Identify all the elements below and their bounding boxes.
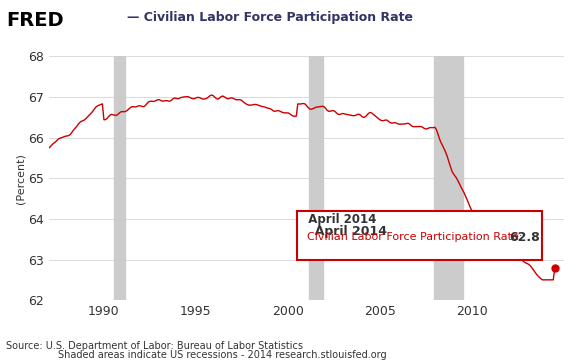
Text: Shaded areas indicate US recessions - 2014 research.stlouisfed.org: Shaded areas indicate US recessions - 20…	[58, 350, 387, 360]
Text: April 2014: April 2014	[306, 225, 396, 238]
Text: FRED: FRED	[6, 11, 64, 30]
Text: April 2014: April 2014	[300, 213, 376, 226]
Text: 62.8: 62.8	[510, 231, 540, 244]
Bar	[434, 56, 463, 300]
FancyBboxPatch shape	[297, 211, 542, 260]
Bar	[309, 56, 323, 300]
Y-axis label: (Percent): (Percent)	[15, 153, 25, 204]
Text: Civilian Labor Force Participation Rate:: Civilian Labor Force Participation Rate:	[300, 232, 522, 242]
Bar	[115, 56, 125, 300]
Text: — Civilian Labor Force Participation Rate: — Civilian Labor Force Participation Rat…	[127, 11, 413, 24]
Text: Source: U.S. Department of Labor: Bureau of Labor Statistics: Source: U.S. Department of Labor: Bureau…	[6, 341, 303, 351]
